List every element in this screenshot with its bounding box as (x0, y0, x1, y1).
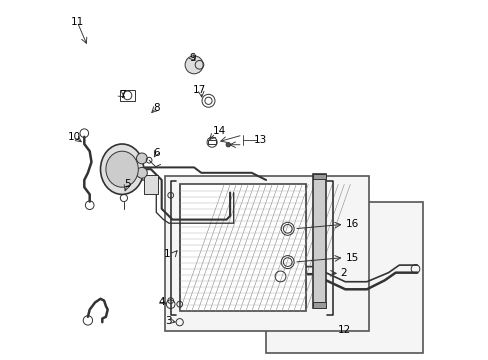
Text: 5: 5 (124, 179, 131, 189)
Bar (143, 175, 158, 194)
Text: 4: 4 (158, 297, 164, 307)
Bar (165, 176, 368, 331)
Bar (312, 174, 325, 308)
Text: 13: 13 (254, 135, 267, 145)
Text: 9: 9 (188, 53, 195, 63)
Bar (208, 140, 215, 144)
Text: 17: 17 (192, 85, 206, 95)
Ellipse shape (101, 144, 143, 194)
Circle shape (185, 56, 203, 74)
Text: 16: 16 (345, 219, 358, 229)
Ellipse shape (106, 151, 138, 187)
Text: 14: 14 (212, 126, 225, 136)
Bar (312, 302, 325, 308)
Bar (120, 90, 134, 101)
Circle shape (225, 143, 230, 147)
Text: 11: 11 (70, 17, 83, 27)
Text: 6: 6 (153, 148, 159, 158)
Text: 1: 1 (163, 249, 170, 259)
Bar (312, 174, 325, 179)
Circle shape (136, 153, 147, 164)
Circle shape (136, 167, 147, 178)
Text: 2: 2 (340, 268, 346, 278)
Text: 7: 7 (119, 90, 125, 100)
Text: 15: 15 (345, 253, 358, 262)
Text: 12: 12 (337, 325, 350, 335)
Text: 10: 10 (68, 132, 81, 142)
Text: 3: 3 (165, 316, 172, 326)
Text: 8: 8 (153, 103, 159, 113)
Bar (179, 184, 305, 311)
Bar (265, 202, 422, 353)
